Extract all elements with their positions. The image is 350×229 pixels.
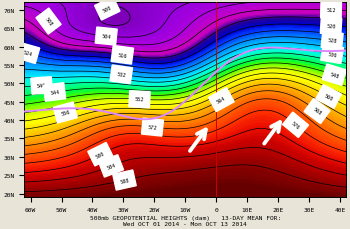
Text: 588: 588 bbox=[119, 177, 130, 184]
Text: 584: 584 bbox=[106, 162, 116, 170]
Text: 564: 564 bbox=[216, 96, 227, 105]
Text: 516: 516 bbox=[117, 52, 127, 59]
Text: 532: 532 bbox=[116, 72, 126, 78]
Text: 540: 540 bbox=[37, 83, 47, 89]
Text: 552: 552 bbox=[135, 97, 144, 103]
Text: 556: 556 bbox=[60, 109, 70, 117]
Text: 504: 504 bbox=[101, 34, 111, 40]
Text: 572: 572 bbox=[148, 125, 158, 131]
Text: 512: 512 bbox=[326, 8, 336, 14]
Text: 536: 536 bbox=[327, 51, 337, 58]
Text: 528: 528 bbox=[327, 38, 337, 44]
X-axis label: 500mb GEOPOTENTIAL HEIGHTS (dam)   13-DAY MEAN FOR:
Wed OCT 01 2014 - Mon OCT 13: 500mb GEOPOTENTIAL HEIGHTS (dam) 13-DAY … bbox=[90, 215, 281, 226]
Text: 560: 560 bbox=[323, 93, 334, 101]
Text: 500: 500 bbox=[102, 5, 113, 14]
Text: 508: 508 bbox=[44, 17, 54, 27]
Text: 580: 580 bbox=[95, 150, 106, 159]
Text: 576: 576 bbox=[290, 120, 301, 130]
Text: 544: 544 bbox=[50, 90, 60, 96]
Text: 524: 524 bbox=[22, 50, 33, 57]
Text: 568: 568 bbox=[312, 107, 322, 116]
Text: 548: 548 bbox=[329, 71, 340, 79]
Text: 520: 520 bbox=[326, 24, 336, 30]
